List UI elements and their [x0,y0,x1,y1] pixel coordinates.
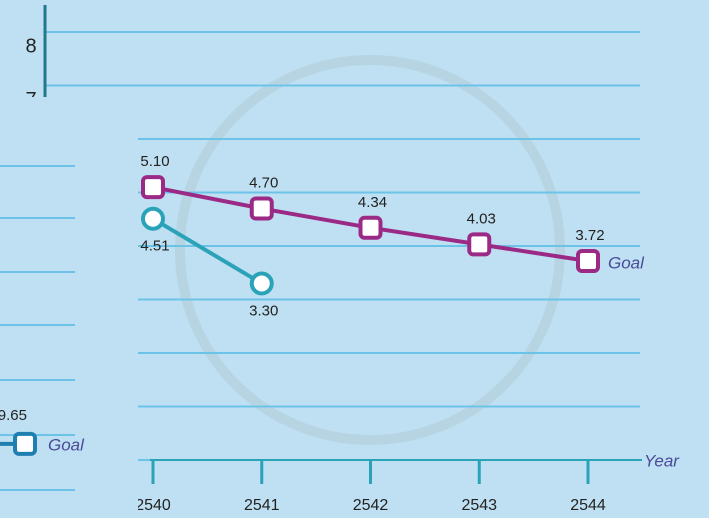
marker [467,232,492,257]
x-tick-label: 2544 [570,497,606,514]
marker [576,248,600,273]
watermark [175,55,565,445]
marker [358,215,383,240]
series-label: Goal [48,435,85,454]
x-tick-label: 2541 [244,497,280,514]
data-label: 4.34 [358,194,387,211]
y-tick-label: 8 [25,35,36,57]
main-chart: 87Year254025412542254325445.104.704.344.… [25,5,680,514]
x-tick-label: 2543 [461,497,497,514]
marker [249,196,274,221]
data-label: 3.72 [575,227,604,244]
marker [141,206,165,231]
marker [249,271,274,296]
series-line [151,216,263,286]
x-axis-label: Year [644,451,680,470]
series-label: Goal [608,253,645,272]
x-tick-label: 2540 [135,497,171,514]
marker [141,175,165,200]
data-label: 99.65 [0,407,27,424]
data-label: 4.03 [467,210,496,227]
data-label: 3.30 [249,302,278,319]
data-label: 4.51 [140,238,169,255]
x-tick-label: 2542 [353,497,389,514]
left-chart: 99.65 Goal [0,407,85,456]
data-label: 4.70 [249,175,278,192]
marker [13,431,37,456]
data-label: 5.10 [140,153,169,170]
